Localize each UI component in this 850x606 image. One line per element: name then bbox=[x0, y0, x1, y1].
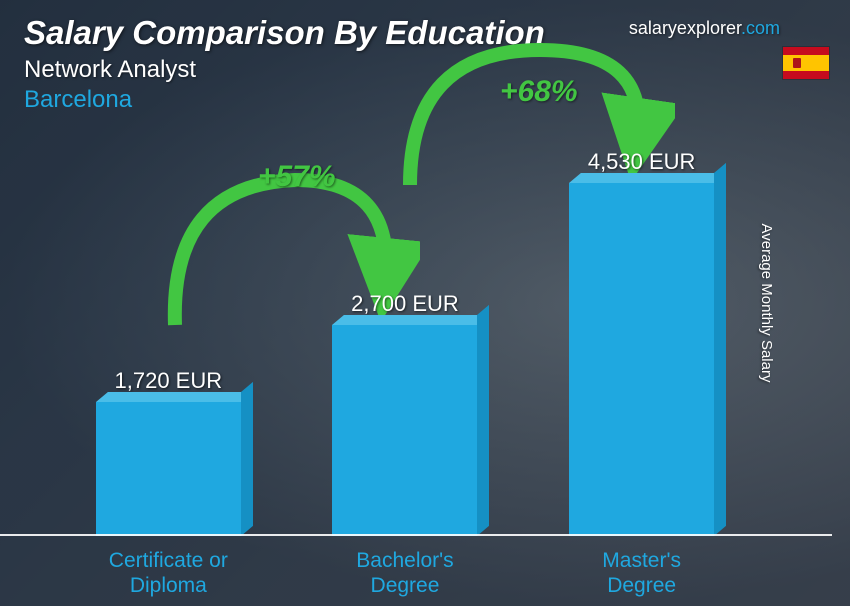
bar-value: 1,720 EUR bbox=[115, 368, 223, 394]
job-title: Network Analyst bbox=[24, 56, 826, 84]
brand-tld: .com bbox=[741, 18, 780, 38]
bars-container: 1,720 EUR 2,700 EUR 4,530 EUR bbox=[50, 106, 760, 536]
spain-flag-icon bbox=[782, 46, 830, 80]
x-axis-labels: Certificate orDiploma Bachelor'sDegree M… bbox=[50, 548, 760, 598]
x-axis-baseline bbox=[0, 534, 832, 536]
bar-group-certificate: 1,720 EUR bbox=[68, 368, 268, 536]
bar-group-bachelors: 2,700 EUR bbox=[305, 291, 505, 536]
increase-label-2: +68% bbox=[500, 75, 578, 109]
bar-group-masters: 4,530 EUR bbox=[542, 149, 742, 536]
bar-label: Certificate orDiploma bbox=[68, 548, 268, 598]
bar-certificate bbox=[96, 402, 241, 536]
bar-label: Bachelor'sDegree bbox=[305, 548, 505, 598]
chart-canvas: { "header": { "title": "Salary Compariso… bbox=[0, 0, 850, 606]
bar-value: 2,700 EUR bbox=[351, 291, 459, 317]
bar-value: 4,530 EUR bbox=[588, 149, 696, 175]
bar-masters bbox=[569, 183, 714, 536]
y-axis-label: Average Monthly Salary bbox=[758, 224, 775, 383]
bar-label: Master'sDegree bbox=[542, 548, 742, 598]
brand-logo: salaryexplorer.com bbox=[629, 18, 780, 39]
brand-name: salaryexplorer bbox=[629, 18, 741, 38]
bar-bachelors bbox=[332, 325, 477, 536]
